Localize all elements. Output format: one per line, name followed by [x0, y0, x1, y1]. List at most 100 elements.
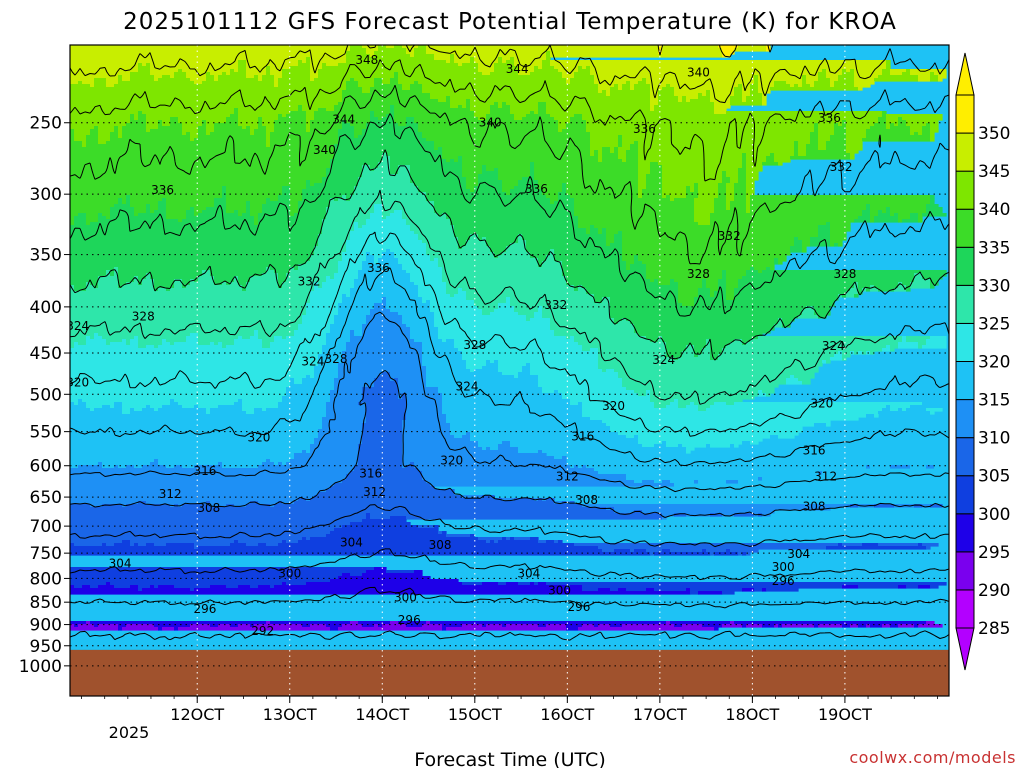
fill-band-cell	[810, 138, 819, 142]
fill-band-cell	[402, 432, 451, 436]
fill-band-cell	[690, 186, 695, 190]
fill-band-cell	[174, 75, 187, 79]
fill-band-cell	[610, 312, 803, 316]
fill-band-cell	[286, 393, 331, 397]
fill-band-cell	[298, 207, 327, 211]
fill-band-cell	[918, 132, 923, 136]
fill-band-cell	[574, 339, 651, 343]
fill-band-cell	[750, 441, 759, 445]
fill-band-cell	[70, 84, 91, 88]
fill-band-cell	[310, 447, 359, 451]
fill-band-cell	[326, 339, 351, 343]
fill-band-cell	[398, 390, 439, 394]
fill-band-cell	[486, 243, 511, 247]
fill-band-cell	[230, 114, 239, 118]
fill-band-cell	[566, 282, 659, 286]
fill-band-cell	[734, 291, 847, 295]
fill-band-cell	[650, 396, 755, 400]
fill-band-cell	[82, 585, 91, 589]
fill-band-cell	[290, 207, 299, 211]
fill-band-cell	[830, 222, 851, 226]
fill-band-cell	[750, 201, 931, 205]
fill-band-cell	[726, 183, 735, 187]
fill-band-cell	[398, 384, 427, 388]
fill-band-cell	[854, 72, 883, 76]
fill-band-cell	[534, 312, 543, 316]
fill-band-cell	[254, 411, 327, 415]
fill-band-cell	[402, 435, 455, 439]
fill-band-cell	[70, 45, 351, 49]
fill-band-cell	[826, 75, 839, 79]
fill-band-cell	[390, 309, 431, 313]
fill-band-cell	[278, 81, 347, 85]
fill-band-cell	[402, 87, 411, 91]
fill-band-cell	[362, 132, 423, 136]
fill-band-cell	[846, 123, 875, 127]
fill-band-cell	[70, 552, 651, 556]
fill-band-cell	[658, 45, 663, 49]
fill-band-cell	[726, 294, 735, 298]
fill-band-cell	[238, 585, 251, 589]
fill-band-cell	[542, 306, 611, 310]
fill-band-cell	[818, 126, 835, 130]
fill-band-cell	[482, 447, 487, 451]
fill-band-cell	[782, 318, 795, 322]
fill-band-cell	[614, 369, 819, 373]
fill-band-cell	[786, 381, 803, 385]
fill-band-cell	[70, 168, 327, 172]
fill-band-cell	[286, 276, 327, 280]
fill-band-cell	[110, 270, 115, 274]
fill-band-cell	[886, 63, 891, 67]
fill-band-cell	[790, 246, 803, 250]
fill-band-cell	[582, 285, 679, 289]
fill-band-cell	[686, 189, 691, 193]
fill-band-cell	[258, 465, 355, 469]
fill-band-cell	[910, 132, 915, 136]
fill-band-cell	[454, 225, 579, 229]
y-axis: 2503003504004505005506006507007508008509…	[19, 114, 70, 677]
fill-band-cell	[102, 336, 135, 340]
fill-band-cell	[442, 405, 583, 409]
fill-band-cell	[770, 87, 859, 91]
fill-band-cell	[658, 162, 743, 166]
fill-band-cell	[638, 195, 643, 199]
fill-band-cell	[398, 258, 431, 262]
fill-band-cell	[70, 624, 75, 628]
fill-band-cell	[554, 255, 623, 259]
fill-band-cell	[86, 219, 99, 223]
fill-band-cell	[342, 93, 431, 97]
fill-band-cell	[362, 438, 403, 442]
fill-band-cell	[278, 117, 307, 121]
fill-band-cell	[102, 405, 111, 409]
fill-band-cell	[334, 387, 363, 391]
fill-band-cell	[258, 216, 327, 220]
fill-band-cell	[834, 132, 847, 136]
contour-label: 336	[367, 261, 390, 275]
fill-band-cell	[622, 234, 819, 238]
fill-band-cell	[706, 93, 711, 97]
fill-band-cell	[314, 366, 339, 370]
fill-band-cell	[462, 171, 483, 175]
fill-band-cell	[762, 588, 767, 592]
fill-band-cell	[110, 132, 119, 136]
fill-band-cell	[582, 624, 595, 628]
fill-band-cell	[498, 255, 531, 259]
fill-band-cell	[542, 66, 555, 70]
fill-band-cell	[846, 150, 859, 154]
fill-band-cell	[110, 210, 135, 214]
fill-band-cell	[758, 90, 771, 94]
fill-band-cell	[346, 87, 363, 91]
fill-band-cell	[134, 114, 139, 118]
fill-band-cell	[410, 87, 423, 91]
fill-band-cell	[102, 465, 115, 469]
fill-band-cell	[70, 135, 75, 139]
fill-band-cell	[586, 231, 591, 235]
colorbar-swatch	[955, 208, 975, 248]
fill-band-cell	[170, 75, 175, 79]
fill-band-cell	[682, 624, 703, 628]
fill-band-cell	[622, 141, 635, 145]
fill-band-cell	[670, 279, 675, 283]
fill-band-cell	[358, 180, 411, 184]
fill-band-cell	[582, 585, 843, 589]
fill-band-cell	[70, 93, 343, 97]
